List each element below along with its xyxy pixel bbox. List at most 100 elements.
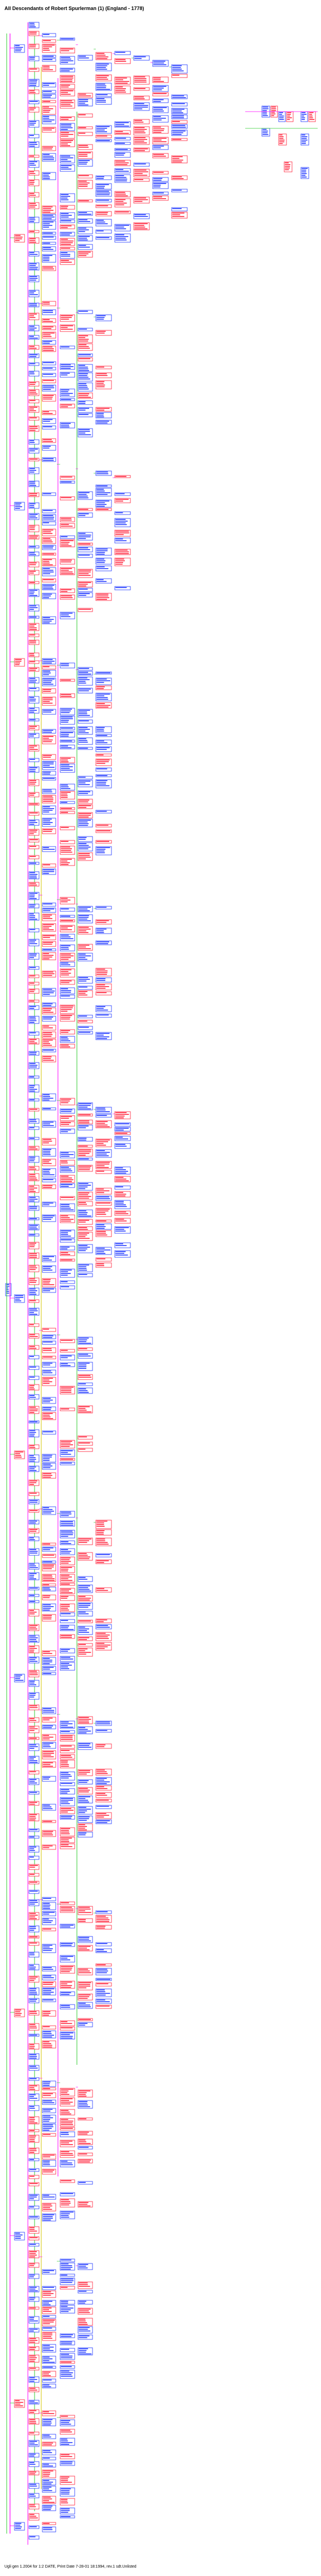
node-text-mark <box>43 1950 52 1951</box>
node-text-mark <box>43 2424 51 2425</box>
node-text-mark <box>43 1357 53 1358</box>
node-text-mark <box>61 2456 72 2457</box>
node-text-mark <box>43 2121 50 2122</box>
node-text-mark <box>61 79 73 80</box>
node-text-mark <box>30 822 38 823</box>
node-text-mark <box>61 570 69 571</box>
node-text-mark <box>30 1758 34 1760</box>
descendant-node <box>114 168 131 174</box>
node-text-mark <box>43 1977 54 1978</box>
node-text-mark <box>96 1189 104 1190</box>
node-text-mark <box>30 1432 36 1433</box>
node-text-mark <box>30 2244 36 2245</box>
descendant-node <box>95 52 112 60</box>
node-text-mark <box>43 1821 52 1822</box>
node-text-mark <box>43 1948 53 1949</box>
node-text-mark <box>30 1904 35 1905</box>
node-text-mark <box>79 1833 86 1834</box>
node-text-mark <box>30 2152 35 2153</box>
node-text-mark <box>30 832 37 833</box>
node-text-mark <box>43 460 54 461</box>
node-text-mark <box>79 1940 91 1941</box>
descendant-node <box>60 75 75 83</box>
node-text-mark <box>61 929 72 930</box>
descendant-node <box>42 1159 56 1166</box>
node-text-mark <box>61 2439 67 2440</box>
node-text-mark <box>43 1172 50 1174</box>
node-text-mark <box>43 1667 54 1668</box>
node-text-mark <box>61 1463 72 1464</box>
node-text-mark <box>96 1140 110 1141</box>
node-text-mark <box>96 1212 105 1213</box>
node-text-mark <box>43 247 51 248</box>
node-text-mark <box>61 736 69 737</box>
node-text-mark <box>30 2026 37 2027</box>
node-text-mark <box>43 2362 55 2363</box>
node-text-mark <box>79 358 91 359</box>
node-text-mark <box>134 108 143 109</box>
node-text-mark <box>30 470 37 471</box>
node-text-mark <box>43 698 53 699</box>
node-text-mark <box>61 1651 68 1652</box>
node-text-mark <box>30 1434 35 1435</box>
node-text-mark <box>61 2180 72 2181</box>
node-text-mark <box>61 1186 69 1187</box>
node-text-mark <box>61 1217 70 1218</box>
node-text-mark <box>96 742 108 743</box>
node-text-mark <box>61 1909 74 1910</box>
node-text-mark <box>61 368 71 369</box>
node-text-mark <box>15 240 20 241</box>
descendant-node <box>42 1184 56 1189</box>
node-text-mark <box>61 1513 72 1515</box>
node-text-mark <box>30 1468 35 1469</box>
node-text-mark <box>61 2490 70 2491</box>
node-text-mark <box>30 472 35 473</box>
node-text-mark <box>115 1227 129 1228</box>
node-text-mark <box>43 397 53 398</box>
node-text-mark <box>79 127 86 128</box>
gen2-node <box>28 939 40 946</box>
node-text-mark <box>30 2298 36 2299</box>
node-text-mark <box>61 545 72 546</box>
node-text-mark <box>30 315 35 316</box>
node-text-mark <box>30 135 34 136</box>
node-text-mark <box>30 1407 36 1408</box>
node-text-mark <box>43 2411 49 2412</box>
node-text-mark <box>61 1220 71 1222</box>
gen2-node <box>28 1572 40 1580</box>
descendant-node <box>60 2004 75 2010</box>
node-text-mark <box>43 1658 50 1659</box>
descendant-node <box>42 94 56 99</box>
node-text-mark <box>96 373 107 374</box>
node-text-mark <box>43 1738 50 1739</box>
node-text-mark <box>61 194 69 195</box>
node-text-mark <box>30 2484 37 2485</box>
node-text-mark <box>79 1637 90 1638</box>
node-text-mark <box>43 617 50 618</box>
node-text-mark <box>96 1214 106 1215</box>
descendant-node <box>60 1749 75 1753</box>
node-text-mark <box>61 2342 72 2343</box>
node-text-mark <box>61 1838 72 1839</box>
node-text-mark <box>285 167 290 169</box>
node-text-mark <box>30 1186 35 1187</box>
descendant-node <box>60 539 75 547</box>
node-text-mark <box>61 938 74 939</box>
node-text-mark <box>79 2161 90 2162</box>
descendant-node <box>152 153 169 158</box>
node-text-mark <box>30 874 38 875</box>
node-text-mark <box>79 1907 90 1908</box>
node-text-mark <box>61 770 73 771</box>
node-text-mark <box>30 915 36 916</box>
node-text-mark <box>43 924 54 925</box>
node-text-mark <box>79 679 90 680</box>
node-text-mark <box>79 429 90 430</box>
gen2-node <box>28 1333 40 1339</box>
gen2-node <box>28 652 40 657</box>
node-text-mark <box>96 1231 106 1232</box>
node-text-mark <box>30 1502 38 1503</box>
node-text-mark <box>61 1521 73 1522</box>
descendant-node <box>42 1340 56 1345</box>
node-text-mark <box>79 219 87 220</box>
node-text-mark <box>43 389 51 390</box>
